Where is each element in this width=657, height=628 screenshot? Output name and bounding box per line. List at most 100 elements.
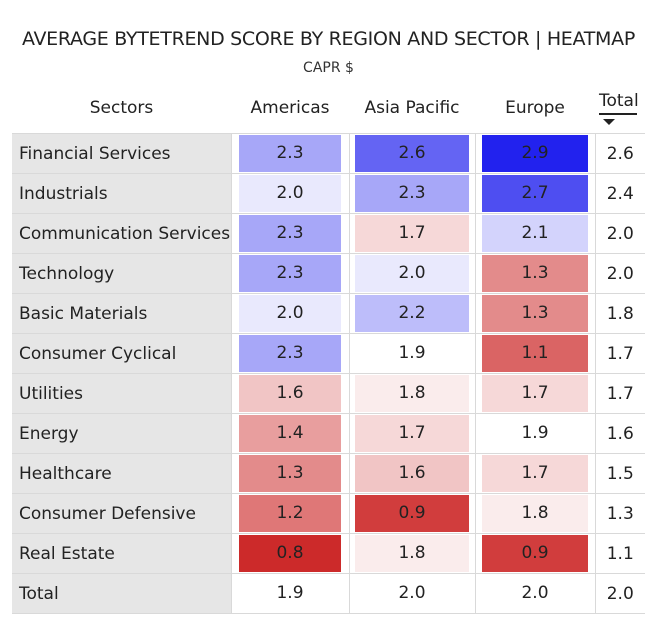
heatmap-cell-americas[interactable]: 2.3: [230, 213, 349, 254]
table-row: Real Estate 0.8 1.8 0.9 1.1: [12, 533, 645, 574]
cell-value: 1.9: [276, 583, 304, 603]
heatmap-cell-europe[interactable]: 1.3: [474, 293, 595, 334]
cell-value: 1.3: [482, 255, 588, 292]
cell-value: 1.6: [239, 375, 341, 412]
cell-value: 1.1: [482, 335, 588, 372]
column-header-europe[interactable]: Europe: [475, 82, 595, 134]
row-label-consumer-defensive[interactable]: Consumer Defensive: [12, 493, 231, 534]
cell-value: 2.9: [482, 135, 588, 172]
column-header-total-label: Total: [599, 91, 639, 115]
table-row: Energy 1.4 1.7 1.9 1.6: [12, 413, 645, 454]
row-total-value[interactable]: 1.5: [594, 453, 645, 494]
row-total-value[interactable]: 2.0: [594, 253, 645, 294]
column-header-total[interactable]: Total: [595, 82, 645, 134]
cell-value: 1.8: [482, 495, 588, 532]
heatmap-cell-americas[interactable]: 1.9: [230, 573, 349, 614]
row-total-value[interactable]: 1.3: [594, 493, 645, 534]
heatmap-cell-asia-pacific[interactable]: 2.2: [348, 293, 475, 334]
heatmap-cell-americas[interactable]: 1.3: [230, 453, 349, 494]
heatmap-cell-americas[interactable]: 2.0: [230, 293, 349, 334]
row-label-consumer-cyclical[interactable]: Consumer Cyclical: [12, 333, 231, 374]
row-label-healthcare[interactable]: Healthcare: [12, 453, 231, 494]
row-label-basic-materials[interactable]: Basic Materials: [12, 293, 231, 334]
heatmap-cell-asia-pacific[interactable]: 1.8: [348, 533, 475, 574]
cell-value: 2.3: [239, 335, 341, 372]
cell-value: 1.3: [482, 295, 588, 332]
row-total-value[interactable]: 2.0: [594, 213, 645, 254]
row-label-total[interactable]: Total: [12, 573, 231, 614]
heatmap-cell-asia-pacific[interactable]: 1.6: [348, 453, 475, 494]
sort-descending-icon[interactable]: [603, 118, 615, 125]
table-row: Healthcare 1.3 1.6 1.7 1.5: [12, 453, 645, 494]
heatmap-cell-europe[interactable]: 1.1: [474, 333, 595, 374]
heatmap-cell-americas[interactable]: 1.4: [230, 413, 349, 454]
heatmap-cell-europe[interactable]: 2.9: [474, 133, 595, 174]
table-row: Industrials 2.0 2.3 2.7 2.4: [12, 173, 645, 214]
cell-value: 1.2: [239, 495, 341, 532]
heatmap-cell-asia-pacific[interactable]: 1.7: [348, 213, 475, 254]
heatmap-cell-americas[interactable]: 2.0: [230, 173, 349, 214]
row-total-value[interactable]: 1.6: [594, 413, 645, 454]
heatmap-cell-asia-pacific[interactable]: 1.8: [348, 373, 475, 414]
column-header-sectors[interactable]: Sectors: [12, 82, 231, 134]
row-total-value[interactable]: 1.7: [594, 333, 645, 374]
heatmap-cell-americas[interactable]: 2.3: [230, 333, 349, 374]
table-row: Technology 2.3 2.0 1.3 2.0: [12, 253, 645, 294]
heatmap-cell-europe[interactable]: 1.7: [474, 453, 595, 494]
header-row: Sectors Americas Asia Pacific Europe Tot…: [12, 82, 645, 134]
heatmap-cell-americas[interactable]: 2.3: [230, 133, 349, 174]
row-total-value[interactable]: 1.8: [594, 293, 645, 334]
cell-value: 2.2: [355, 295, 469, 332]
row-label-real-estate[interactable]: Real Estate: [12, 533, 231, 574]
cell-value: 2.3: [239, 215, 341, 252]
row-total-value[interactable]: 1.1: [594, 533, 645, 574]
heatmap-cell-europe[interactable]: 2.0: [474, 573, 595, 614]
heatmap-cell-americas[interactable]: 0.8: [230, 533, 349, 574]
heatmap-cell-europe[interactable]: 1.7: [474, 373, 595, 414]
cell-value: 1.8: [355, 375, 469, 412]
row-total-value[interactable]: 1.7: [594, 373, 645, 414]
heatmap-cell-asia-pacific[interactable]: 2.0: [348, 573, 475, 614]
cell-value: 2.0: [239, 175, 341, 212]
row-label-industrials[interactable]: Industrials: [12, 173, 231, 214]
heatmap-cell-americas[interactable]: 2.3: [230, 253, 349, 294]
row-label-energy[interactable]: Energy: [12, 413, 231, 454]
cell-value: 2.3: [355, 175, 469, 212]
heatmap-cell-europe[interactable]: 2.1: [474, 213, 595, 254]
heatmap-cell-europe[interactable]: 1.8: [474, 493, 595, 534]
row-label-financial-services[interactable]: Financial Services: [12, 133, 231, 174]
heatmap-cell-asia-pacific[interactable]: 2.0: [348, 253, 475, 294]
row-total-value[interactable]: 2.4: [594, 173, 645, 214]
heatmap-cell-asia-pacific[interactable]: 1.9: [348, 333, 475, 374]
table-row: Financial Services 2.3 2.6 2.9 2.6: [12, 133, 645, 174]
chart-subtitle: CAPR $: [303, 60, 354, 76]
cell-value: 1.8: [355, 535, 469, 572]
cell-value: 2.3: [239, 255, 341, 292]
cell-value: 2.0: [355, 255, 469, 292]
column-header-americas[interactable]: Americas: [231, 82, 349, 134]
cell-value: 2.7: [482, 175, 588, 212]
heatmap-cell-europe[interactable]: 0.9: [474, 533, 595, 574]
cell-value: 1.9: [355, 335, 469, 372]
heatmap-cell-europe[interactable]: 1.3: [474, 253, 595, 294]
row-label-communication-services[interactable]: Communication Services: [12, 213, 231, 254]
row-label-utilities[interactable]: Utilities: [12, 373, 231, 414]
heatmap-cell-asia-pacific[interactable]: 1.7: [348, 413, 475, 454]
heatmap-cell-europe[interactable]: 1.9: [474, 413, 595, 454]
row-label-technology[interactable]: Technology: [12, 253, 231, 294]
heatmap-cell-americas[interactable]: 1.2: [230, 493, 349, 534]
cell-value: 2.0: [398, 583, 426, 603]
cell-value: 0.8: [239, 535, 341, 572]
heatmap-cell-asia-pacific[interactable]: 2.3: [348, 173, 475, 214]
table-row: Consumer Defensive 1.2 0.9 1.8 1.3: [12, 493, 645, 534]
heatmap-cell-europe[interactable]: 2.7: [474, 173, 595, 214]
cell-value: 1.4: [239, 415, 341, 452]
heatmap-cell-americas[interactable]: 1.6: [230, 373, 349, 414]
cell-value: 2.1: [482, 215, 588, 252]
heatmap-cell-asia-pacific[interactable]: 2.6: [348, 133, 475, 174]
heatmap-cell-asia-pacific[interactable]: 0.9: [348, 493, 475, 534]
column-header-asia-pacific[interactable]: Asia Pacific: [349, 82, 475, 134]
cell-value: 1.7: [355, 215, 469, 252]
row-total-value[interactable]: 2.6: [594, 133, 645, 174]
row-total-value[interactable]: 2.0: [594, 573, 645, 614]
